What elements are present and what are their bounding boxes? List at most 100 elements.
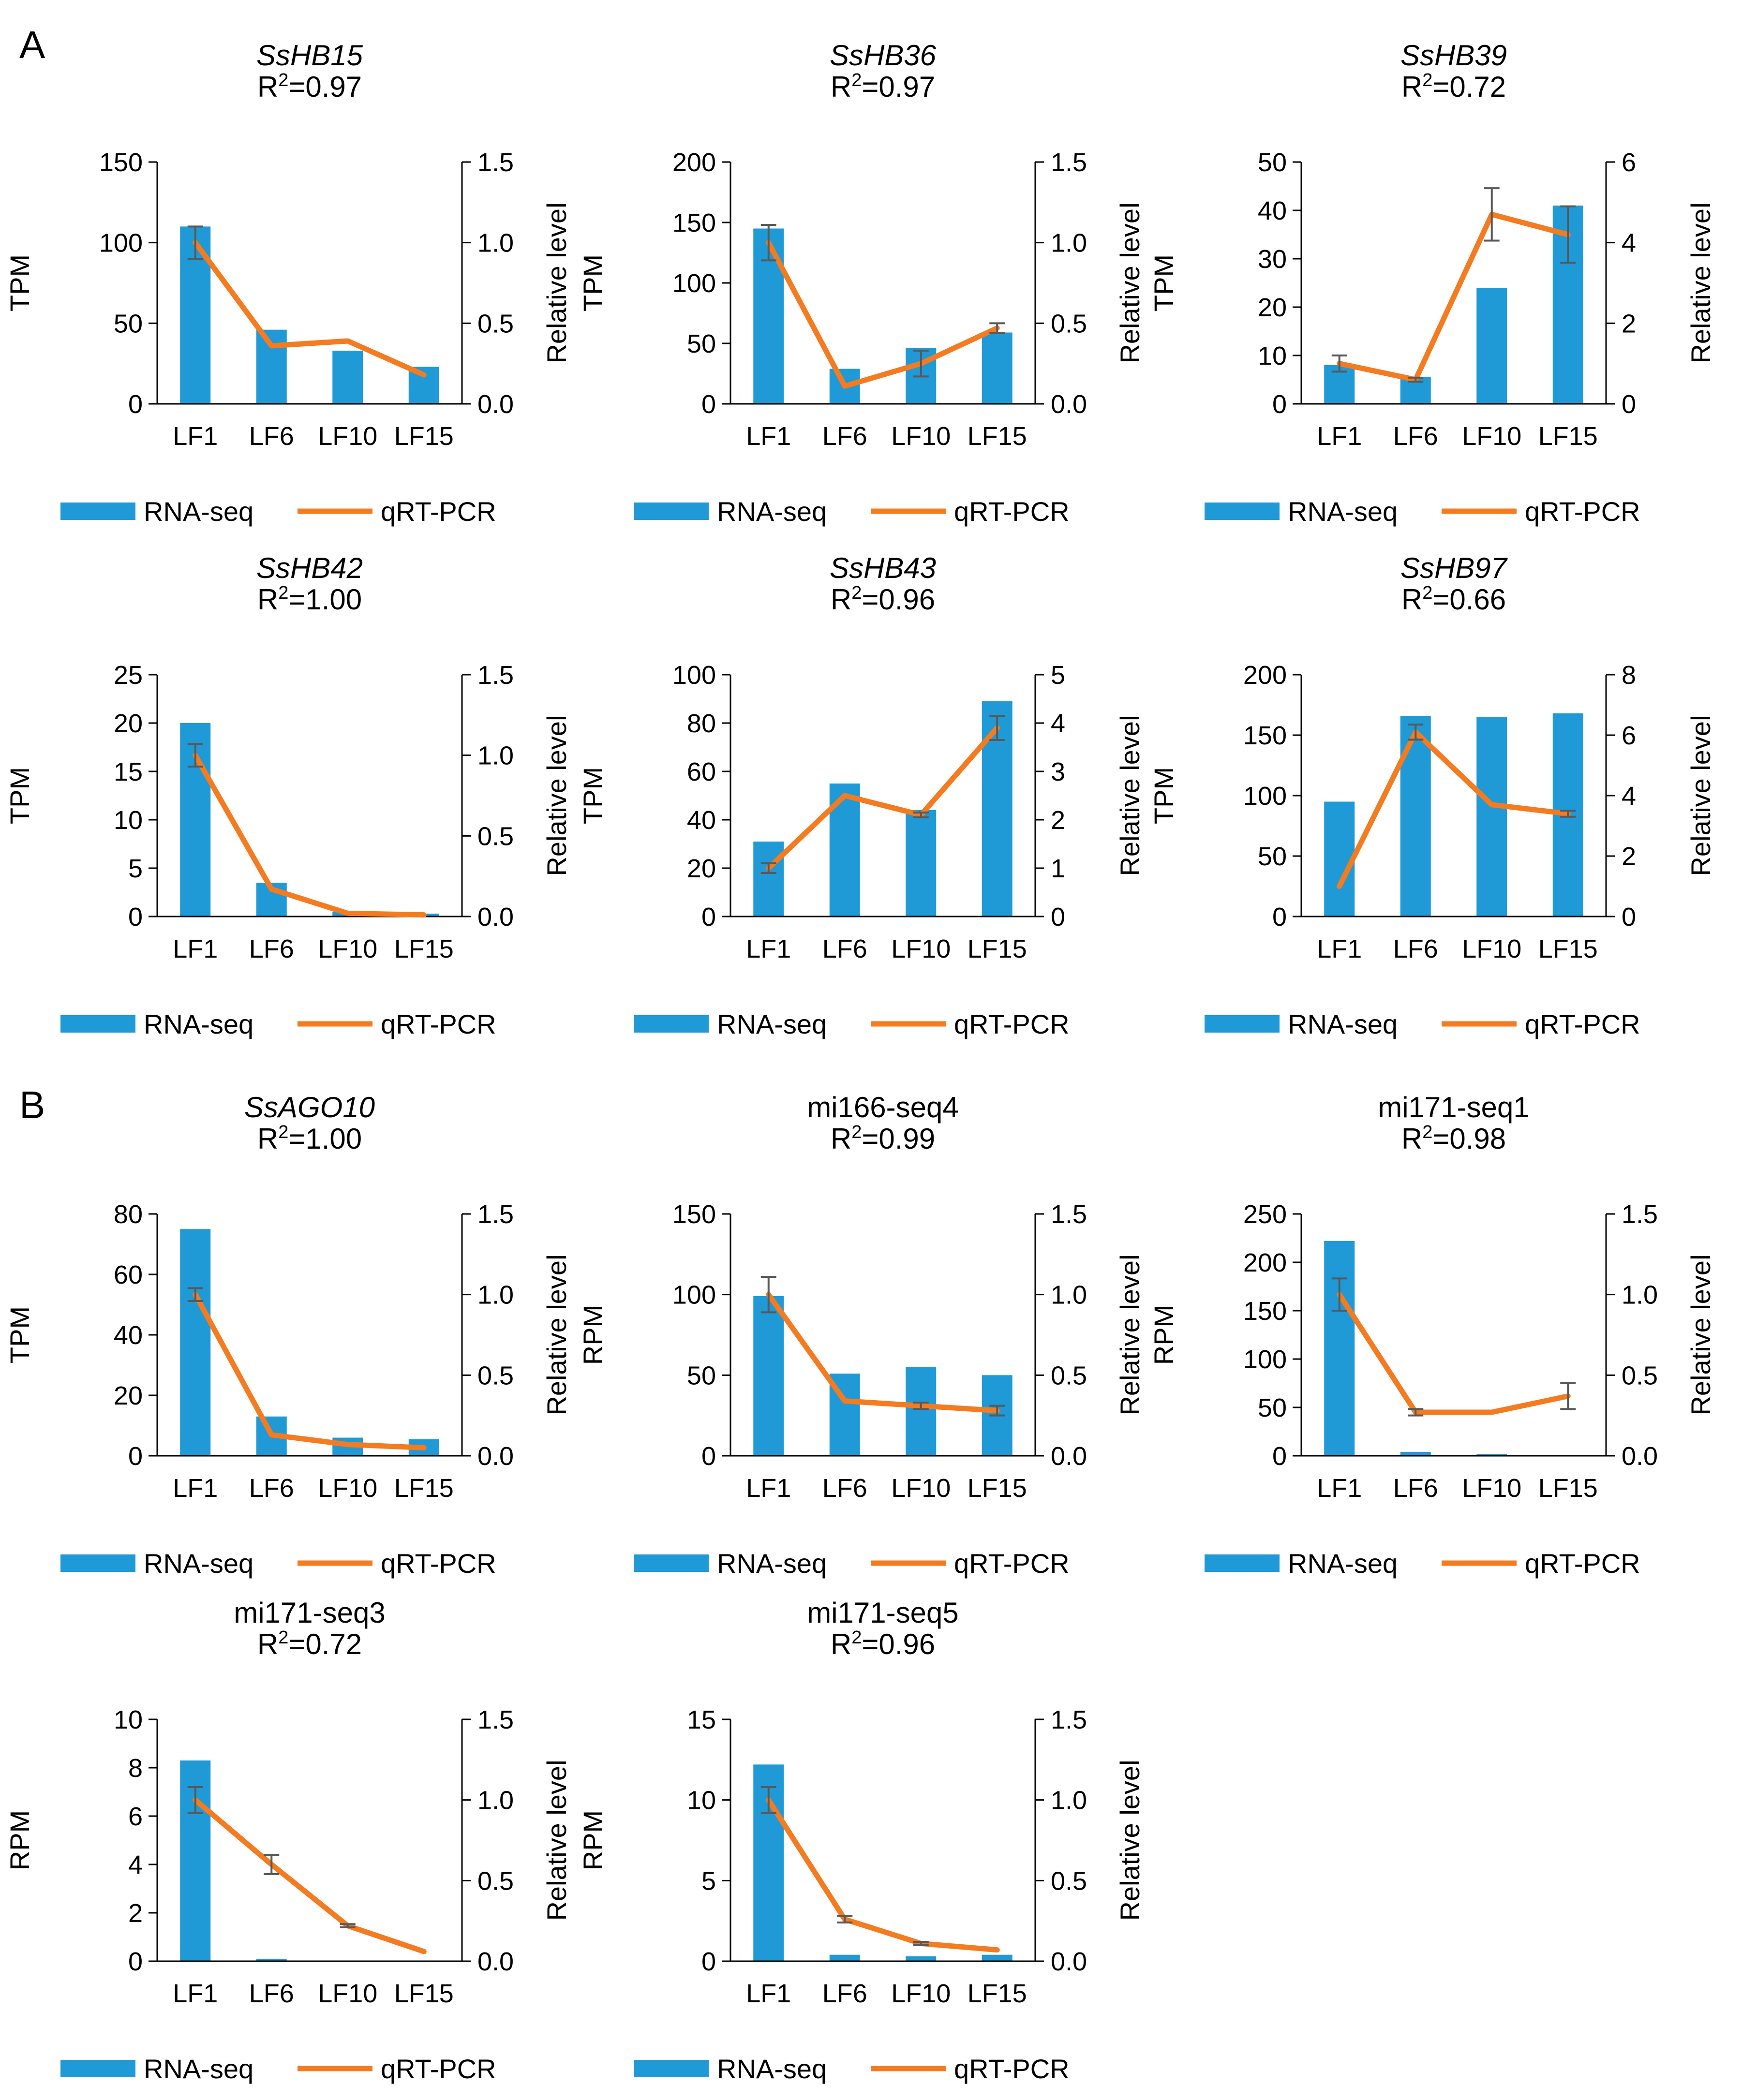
left-tick-label: 250 [1243,1200,1287,1229]
qrt-pcr-line [193,240,427,378]
left-tick-label: 150 [672,208,716,237]
rna-seq-bar [1476,288,1507,404]
right-tick-label: 1.5 [1051,148,1087,177]
right-tick-label: 1.0 [1622,1281,1658,1310]
left-tick-label: 0 [128,902,143,932]
left-tick-label: 50 [1258,842,1287,871]
chart-title: SsHB43 [830,552,936,584]
right-tick-label: 2 [1051,806,1065,835]
left-tick-label: 150 [1243,721,1287,750]
left-tick-label: 5 [128,854,143,883]
legend-rna-seq-swatch [60,2060,135,2077]
left-tick-label: 20 [687,854,716,883]
category-label: LF15 [394,934,454,963]
legend-qrt-pcr-label: qRT-PCR [954,1009,1070,1039]
right-tick-label: 0.5 [1051,309,1087,338]
left-tick-label: 0 [128,1947,143,1976]
right-tick-label: 0.0 [477,390,514,419]
right-tick-label: 1.0 [477,1786,514,1815]
r-squared-value: =0.66 [1432,583,1506,616]
right-tick-label: 4 [1622,782,1636,811]
chart-title: mi171-seq3 [234,1597,386,1629]
category-label: LF10 [318,422,377,451]
category-label: LF6 [822,1979,867,2008]
r-squared-label: R2=1.00 [257,1122,362,1155]
rna-seq-bar [180,1229,211,1456]
right-tick-label: 8 [1622,661,1636,690]
left-tick-label: 50 [687,1361,716,1390]
category-label: LF1 [746,934,791,963]
legend-rna-seq-swatch [1205,1015,1280,1033]
legend-qrt-pcr-label: qRT-PCR [1525,496,1640,527]
category-label: LF15 [394,1979,454,2008]
left-tick-label: 0 [701,902,716,932]
right-tick-label: 4 [1622,229,1636,258]
category-label: LF15 [968,422,1027,451]
y-axis-label: RPM [4,1810,35,1870]
category-label: LF15 [968,934,1027,963]
left-tick-label: 150 [1243,1297,1287,1326]
r-squared-label: R2=0.97 [257,70,362,103]
category-label: LF1 [173,422,218,451]
y2-axis-label: Relative level [1115,715,1145,876]
category-label: LF10 [318,1474,377,1503]
legend-rna-seq-swatch [60,1554,135,1572]
r-squared-label: R2=0.96 [831,583,935,616]
legend-rna-seq-label: RNA-seq [144,1009,253,1039]
y2-axis-label: Relative level [1115,1254,1145,1415]
left-tick-label: 50 [1258,148,1287,177]
right-tick-label: 2 [1622,309,1636,338]
legend-rna-seq-label: RNA-seq [717,1009,827,1039]
left-tick-label: 10 [1258,341,1287,370]
category-label: LF6 [822,1474,867,1503]
r-squared-value: =1.00 [288,1123,362,1155]
chart-title: SsHB15 [256,39,363,72]
legend-rna-seq-label: RNA-seq [144,1548,253,1579]
right-tick-label: 0.0 [1051,390,1087,419]
left-tick-label: 0 [701,1947,716,1976]
right-tick-label: 1.5 [1622,1200,1658,1229]
left-tick-label: 50 [1258,1393,1287,1422]
category-label: LF6 [822,422,867,451]
category-label: LF15 [1538,934,1598,963]
left-tick-label: 2 [128,1899,143,1928]
chart-title: mi171-seq5 [807,1597,959,1629]
y-axis-label: RPM [578,1305,608,1365]
right-tick-label: 1.5 [477,1200,514,1229]
r-squared-label: R2=0.72 [257,1627,362,1660]
chart-title: SsHB39 [1400,39,1507,72]
y-axis-label: TPM [1148,254,1179,311]
right-tick-label: 0 [1622,390,1636,419]
y2-axis-label: Relative level [1115,202,1145,363]
category-label: LF10 [891,422,951,451]
right-tick-label: 0.0 [1051,1442,1087,1471]
left-tick-label: 10 [114,1705,143,1734]
y-axis-label: TPM [4,767,35,824]
rna-seq-bar [753,842,784,917]
right-tick-label: 0.0 [1622,1442,1658,1471]
category-label: LF6 [1393,934,1438,963]
rna-seq-bar [982,1954,1012,1961]
right-tick-label: 0.5 [1051,1361,1087,1390]
r-squared-label: R2=0.97 [831,70,935,103]
legend-rna-seq-swatch [634,1015,709,1033]
right-tick-label: 1.5 [1051,1705,1087,1734]
category-label: LF15 [968,1474,1027,1503]
legend-rna-seq-label: RNA-seq [144,2054,253,2084]
left-tick-label: 100 [672,269,716,298]
panel-label-a: A [19,23,45,66]
left-tick-label: 80 [114,1200,143,1229]
left-tick-label: 80 [687,709,716,738]
left-tick-label: 40 [114,1321,143,1350]
category-label: LF10 [891,934,951,963]
y2-axis-label: Relative level [1685,1254,1716,1415]
left-tick-label: 25 [114,661,143,690]
right-tick-label: 0.5 [1622,1361,1658,1390]
left-tick-label: 5 [701,1866,716,1895]
